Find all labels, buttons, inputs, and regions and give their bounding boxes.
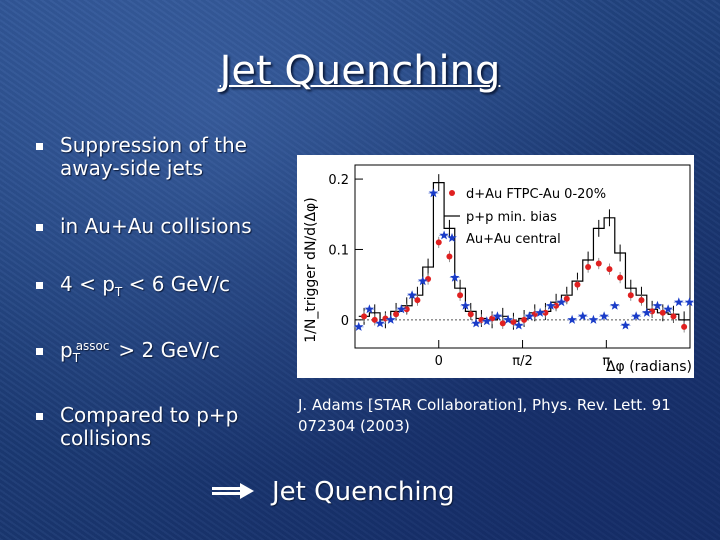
series-auau-points	[353, 188, 694, 331]
auau-point	[546, 300, 556, 310]
slide-title: Jet Quenching	[219, 48, 501, 94]
auau-point	[375, 318, 385, 328]
auau-point	[460, 300, 471, 310]
auau-point	[610, 300, 620, 310]
right-arrow-icon	[212, 483, 254, 499]
bullet-auau: in Au+Au collisions	[36, 215, 286, 238]
y-tick-label: 0	[341, 314, 349, 329]
bullet-compared: Compared to p+p collisions	[36, 404, 286, 450]
bullet-text-pre: p	[60, 338, 73, 362]
dau-point	[414, 297, 421, 304]
dau-point	[563, 295, 570, 302]
citation: J. Adams [STAR Collaboration], Phys. Rev…	[298, 396, 671, 435]
dau-point	[585, 264, 592, 271]
dau-point	[425, 276, 432, 283]
y-tick-label: 0.1	[328, 243, 349, 258]
bullet-text: Compared to p+p collisions	[60, 403, 239, 450]
auau-point	[418, 276, 428, 286]
dau-point	[435, 239, 442, 246]
auau-point	[482, 316, 492, 326]
dau-point	[670, 313, 677, 320]
bullet-suppression: Suppression of the away-side jets	[36, 134, 286, 180]
bullet-list: Suppression of the away-side jets in Au+…	[36, 134, 286, 450]
bullet-text: Suppression of the away-side jets	[60, 133, 247, 180]
auau-point	[396, 304, 407, 314]
dau-point	[371, 316, 378, 323]
legend-auau-marker	[447, 233, 457, 242]
auau-point	[439, 230, 449, 240]
axis-ticks: 0 0.1 0.2 0 π/2 π	[328, 173, 610, 369]
auau-point	[535, 307, 545, 317]
auau-point	[514, 320, 524, 330]
dau-point	[659, 309, 666, 316]
dau-point	[638, 297, 645, 304]
legend-dau-marker	[449, 190, 455, 196]
bullet-subscript: T	[72, 351, 81, 365]
chart-svg: 0 0.1 0.2 0 π/2 π d+Au FTPC-Au 0-20% p+p min. …	[303, 164, 694, 375]
auau-point	[450, 272, 460, 282]
x-axis-label: Δφ (radians)	[606, 359, 692, 375]
chart-legend: d+Au FTPC-Au 0-20% p+p min. bias Au+Au cen…	[444, 187, 606, 247]
dau-point	[574, 281, 581, 288]
auau-point	[567, 314, 577, 324]
dau-point	[595, 260, 602, 267]
auau-point	[684, 297, 694, 307]
dau-point	[627, 292, 634, 299]
legend-auau-label: Au+Au central	[466, 232, 561, 247]
auau-point	[631, 311, 641, 321]
y-tick-label: 0.2	[328, 173, 349, 188]
x-tick-label: π/2	[512, 354, 532, 369]
dau-point	[499, 320, 506, 327]
dau-point	[521, 316, 528, 323]
correlation-chart: 0 0.1 0.2 0 π/2 π d+Au FTPC-Au 0-20% p+p min. …	[297, 155, 694, 378]
dau-point	[606, 266, 613, 273]
auau-point	[492, 311, 503, 321]
dau-point	[446, 253, 453, 260]
legend-pp-label: p+p min. bias	[466, 210, 557, 225]
conclusion-text: Jet Quenching	[272, 477, 455, 507]
conclusion-row: Jet Quenching	[212, 476, 512, 510]
bullet-text-post: > 2 GeV/c	[112, 338, 220, 362]
auau-point	[642, 307, 652, 317]
y-axis-label: 1/N_trigger dN/d(Δφ)	[303, 197, 319, 343]
dau-point	[393, 311, 400, 318]
dau-point	[457, 292, 464, 299]
bullet-text-pre: 4 < p	[60, 272, 115, 296]
dau-point	[361, 313, 368, 320]
bullet-text-post: < 6 GeV/c	[122, 272, 231, 296]
x-tick-label: π	[602, 354, 610, 369]
auau-point	[428, 188, 439, 198]
dau-point	[681, 323, 688, 330]
auau-point	[471, 318, 481, 328]
auau-point	[524, 311, 535, 321]
x-tick-label: 0	[435, 354, 443, 369]
dau-point	[617, 274, 624, 281]
bullet-text: in Au+Au collisions	[60, 214, 252, 238]
dau-point	[467, 311, 474, 318]
auau-point	[588, 314, 599, 324]
bullet-pt-range: 4 < pT < 6 GeV/c	[36, 273, 286, 304]
auau-point	[407, 290, 417, 300]
auau-point	[386, 314, 396, 324]
auau-point	[620, 320, 631, 330]
auau-point	[599, 311, 609, 321]
dau-point	[510, 318, 517, 325]
auau-point	[503, 314, 513, 324]
auau-point	[364, 304, 375, 314]
auau-point	[663, 304, 673, 314]
legend-dau-label: d+Au FTPC-Au 0-20%	[466, 187, 606, 202]
bullet-superscript: assoc	[75, 339, 110, 353]
auau-point	[578, 311, 588, 321]
auau-point	[354, 321, 364, 331]
auau-point	[556, 297, 567, 307]
bullet-subscript: T	[114, 285, 123, 299]
auau-point	[674, 297, 684, 307]
auau-point	[652, 300, 663, 310]
